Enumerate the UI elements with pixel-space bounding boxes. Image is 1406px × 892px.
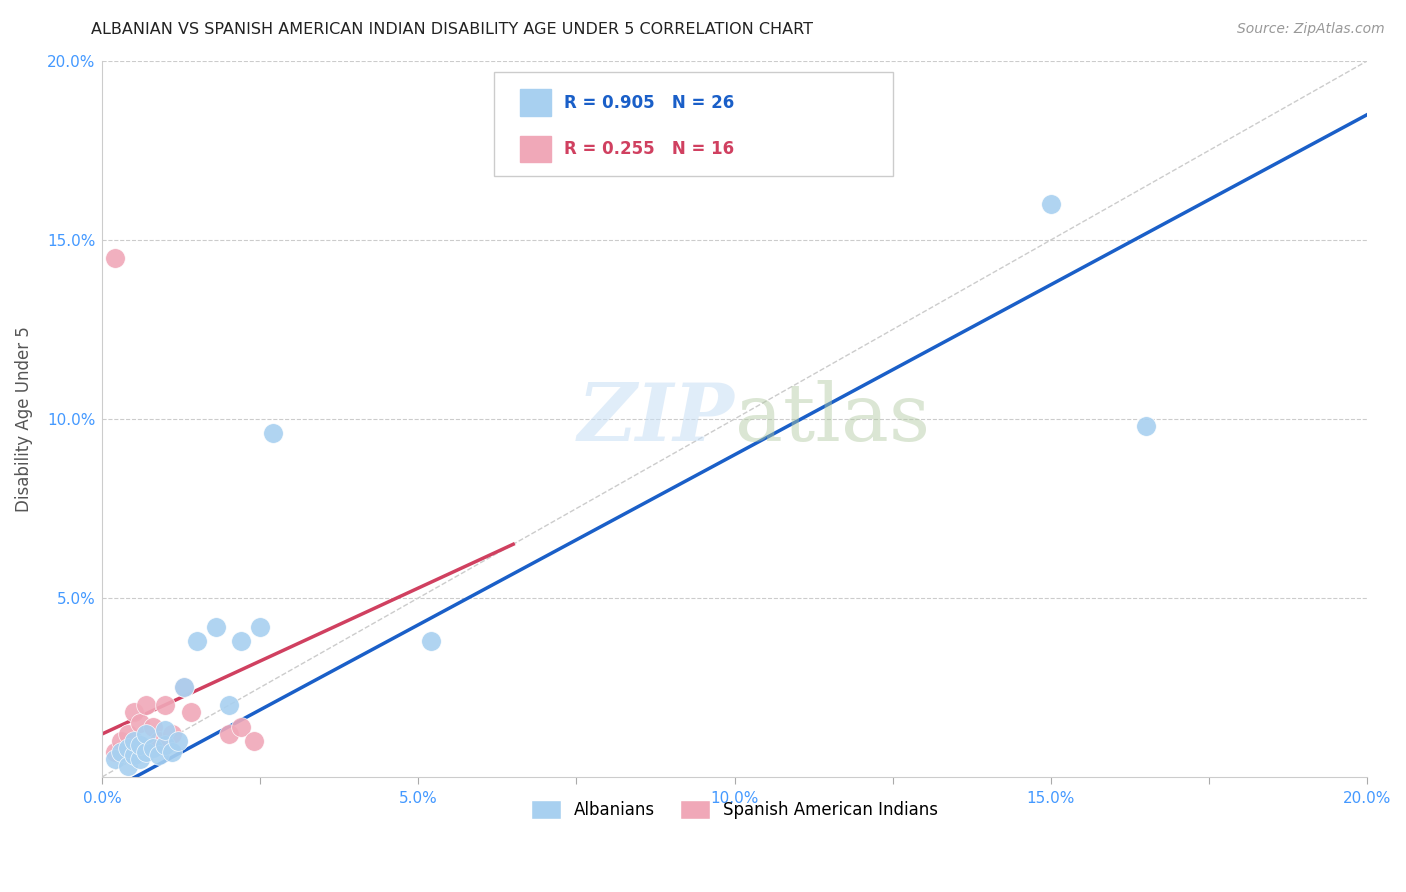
Point <box>218 727 240 741</box>
Point <box>186 633 208 648</box>
Point <box>1135 419 1157 434</box>
Text: R = 0.255   N = 16: R = 0.255 N = 16 <box>564 140 734 158</box>
Point <box>135 745 157 759</box>
Text: atlas: atlas <box>734 380 929 458</box>
Point <box>117 741 139 756</box>
Point <box>142 741 165 756</box>
Point <box>148 734 170 748</box>
Point <box>122 706 145 720</box>
Point <box>243 734 266 748</box>
Text: Source: ZipAtlas.com: Source: ZipAtlas.com <box>1237 22 1385 37</box>
Point <box>231 720 253 734</box>
FancyBboxPatch shape <box>520 89 551 116</box>
Point <box>262 426 284 441</box>
Point <box>129 738 152 752</box>
Point <box>249 619 271 633</box>
Point <box>135 727 157 741</box>
Point <box>173 681 195 695</box>
Point <box>104 745 127 759</box>
Point <box>110 734 132 748</box>
Text: ZIP: ZIP <box>578 380 734 458</box>
Point <box>231 633 253 648</box>
Point <box>142 720 165 734</box>
Point <box>117 727 139 741</box>
Point <box>104 752 127 766</box>
Point <box>135 698 157 713</box>
Point <box>180 706 202 720</box>
Point <box>167 734 190 748</box>
FancyBboxPatch shape <box>520 136 551 162</box>
Point <box>129 752 152 766</box>
Point <box>110 745 132 759</box>
Point <box>205 619 228 633</box>
Point <box>122 748 145 763</box>
Point <box>160 745 183 759</box>
Point <box>122 734 145 748</box>
Point <box>1039 197 1062 211</box>
Text: R = 0.905   N = 26: R = 0.905 N = 26 <box>564 94 734 112</box>
Point <box>155 698 177 713</box>
Point <box>104 251 127 265</box>
Y-axis label: Disability Age Under 5: Disability Age Under 5 <box>15 326 32 512</box>
Point <box>148 748 170 763</box>
Point <box>160 727 183 741</box>
Legend: Albanians, Spanish American Indians: Albanians, Spanish American Indians <box>524 793 945 826</box>
FancyBboxPatch shape <box>495 72 893 176</box>
Point <box>117 759 139 773</box>
Point <box>420 633 443 648</box>
Text: ALBANIAN VS SPANISH AMERICAN INDIAN DISABILITY AGE UNDER 5 CORRELATION CHART: ALBANIAN VS SPANISH AMERICAN INDIAN DISA… <box>91 22 814 37</box>
Point <box>155 723 177 738</box>
Point <box>155 738 177 752</box>
Point <box>218 698 240 713</box>
Point <box>129 716 152 731</box>
Point <box>173 681 195 695</box>
